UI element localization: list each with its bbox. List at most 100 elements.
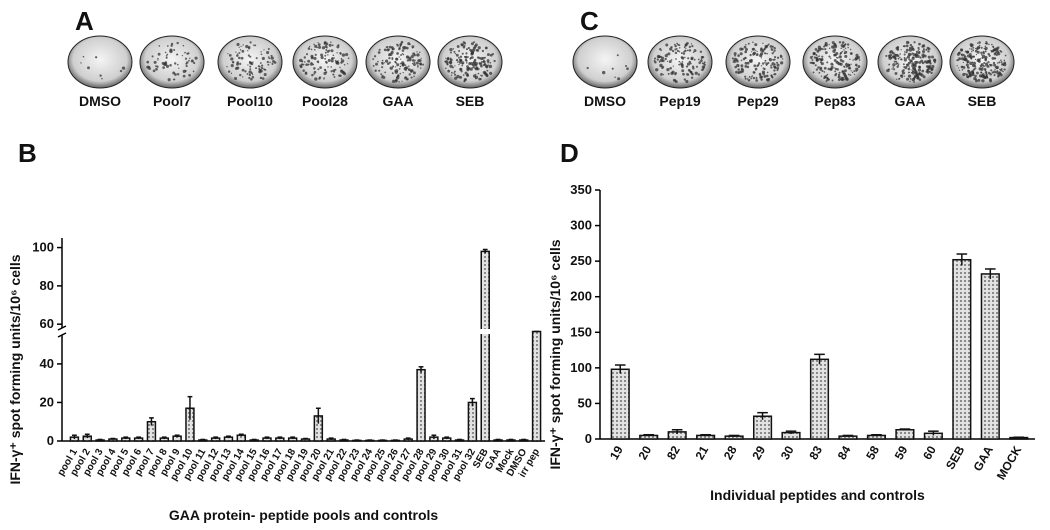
spot xyxy=(975,53,978,56)
spot xyxy=(913,41,916,44)
spot xyxy=(903,53,906,56)
spot xyxy=(330,59,334,63)
spot xyxy=(310,48,313,51)
spot xyxy=(473,41,476,44)
spot xyxy=(760,65,763,67)
spot xyxy=(380,73,383,76)
spot xyxy=(667,72,670,75)
spot xyxy=(245,44,249,49)
spot xyxy=(735,70,738,74)
spot xyxy=(768,58,773,62)
spot xyxy=(381,76,384,79)
spot xyxy=(303,56,307,59)
spot xyxy=(465,55,468,59)
spot xyxy=(974,49,978,53)
spot xyxy=(892,63,896,67)
spot xyxy=(895,54,897,56)
spot xyxy=(771,76,774,79)
spot xyxy=(176,41,179,45)
spot xyxy=(908,46,912,50)
spot xyxy=(833,42,837,46)
spot xyxy=(702,66,705,69)
spot xyxy=(94,56,98,59)
spot xyxy=(994,51,997,55)
spot xyxy=(248,70,252,74)
spot xyxy=(484,56,486,59)
well xyxy=(139,35,205,89)
spot xyxy=(699,50,703,53)
spot xyxy=(967,66,970,69)
spot xyxy=(899,53,902,55)
spot xyxy=(997,52,1001,56)
spot xyxy=(694,71,698,75)
panel-label: A xyxy=(75,6,94,36)
x-tick-label: 83 xyxy=(806,443,825,462)
well-label: GAA xyxy=(382,93,413,109)
spot xyxy=(844,54,848,58)
spot xyxy=(909,80,911,83)
spot xyxy=(461,52,464,55)
spot xyxy=(461,61,465,65)
x-tick-label: 82 xyxy=(664,443,683,462)
spot xyxy=(456,74,460,79)
spot xyxy=(896,78,898,80)
y-tick-label: 100 xyxy=(570,360,592,375)
spot xyxy=(449,62,452,65)
spot xyxy=(744,65,748,68)
spot xyxy=(666,67,670,72)
spot xyxy=(911,69,913,71)
spot xyxy=(401,42,403,44)
spot xyxy=(383,48,387,52)
spot xyxy=(454,65,456,67)
spot xyxy=(962,57,966,61)
spot xyxy=(749,53,752,57)
spot xyxy=(857,65,861,69)
spot xyxy=(926,70,930,74)
spot xyxy=(671,70,675,74)
spot xyxy=(174,62,177,65)
spot xyxy=(922,56,925,59)
spot xyxy=(985,41,988,44)
spot xyxy=(980,54,983,56)
spot xyxy=(248,73,252,77)
spot xyxy=(988,63,992,66)
spot xyxy=(381,59,384,62)
spot xyxy=(739,70,743,74)
spot xyxy=(820,62,824,66)
spot xyxy=(907,67,911,71)
spot xyxy=(840,44,844,47)
spot xyxy=(823,71,826,73)
spot xyxy=(974,74,977,78)
spot xyxy=(181,55,184,57)
spot xyxy=(1003,59,1006,62)
spot xyxy=(671,49,675,53)
spot xyxy=(983,62,986,65)
spot xyxy=(690,76,694,79)
spot xyxy=(908,58,911,61)
spot xyxy=(956,59,958,62)
spot xyxy=(449,60,452,64)
spot xyxy=(486,59,490,63)
spot xyxy=(314,53,317,56)
spot xyxy=(317,43,321,47)
spot xyxy=(972,61,977,66)
spot xyxy=(614,76,616,79)
spot xyxy=(987,71,991,75)
spot xyxy=(989,79,992,83)
spot xyxy=(259,76,263,80)
spot xyxy=(996,62,999,64)
spot xyxy=(457,56,460,59)
spot xyxy=(452,48,455,50)
spot xyxy=(313,56,317,60)
spot xyxy=(658,60,661,62)
well-label: Pool28 xyxy=(302,93,348,109)
spot xyxy=(325,61,328,64)
x-tick-label: 19 xyxy=(607,443,626,462)
spot xyxy=(374,69,377,73)
spot xyxy=(381,61,384,64)
spot xyxy=(976,42,979,44)
spot xyxy=(836,68,839,71)
spot xyxy=(980,51,983,54)
spot xyxy=(330,41,332,43)
spot xyxy=(653,57,657,60)
